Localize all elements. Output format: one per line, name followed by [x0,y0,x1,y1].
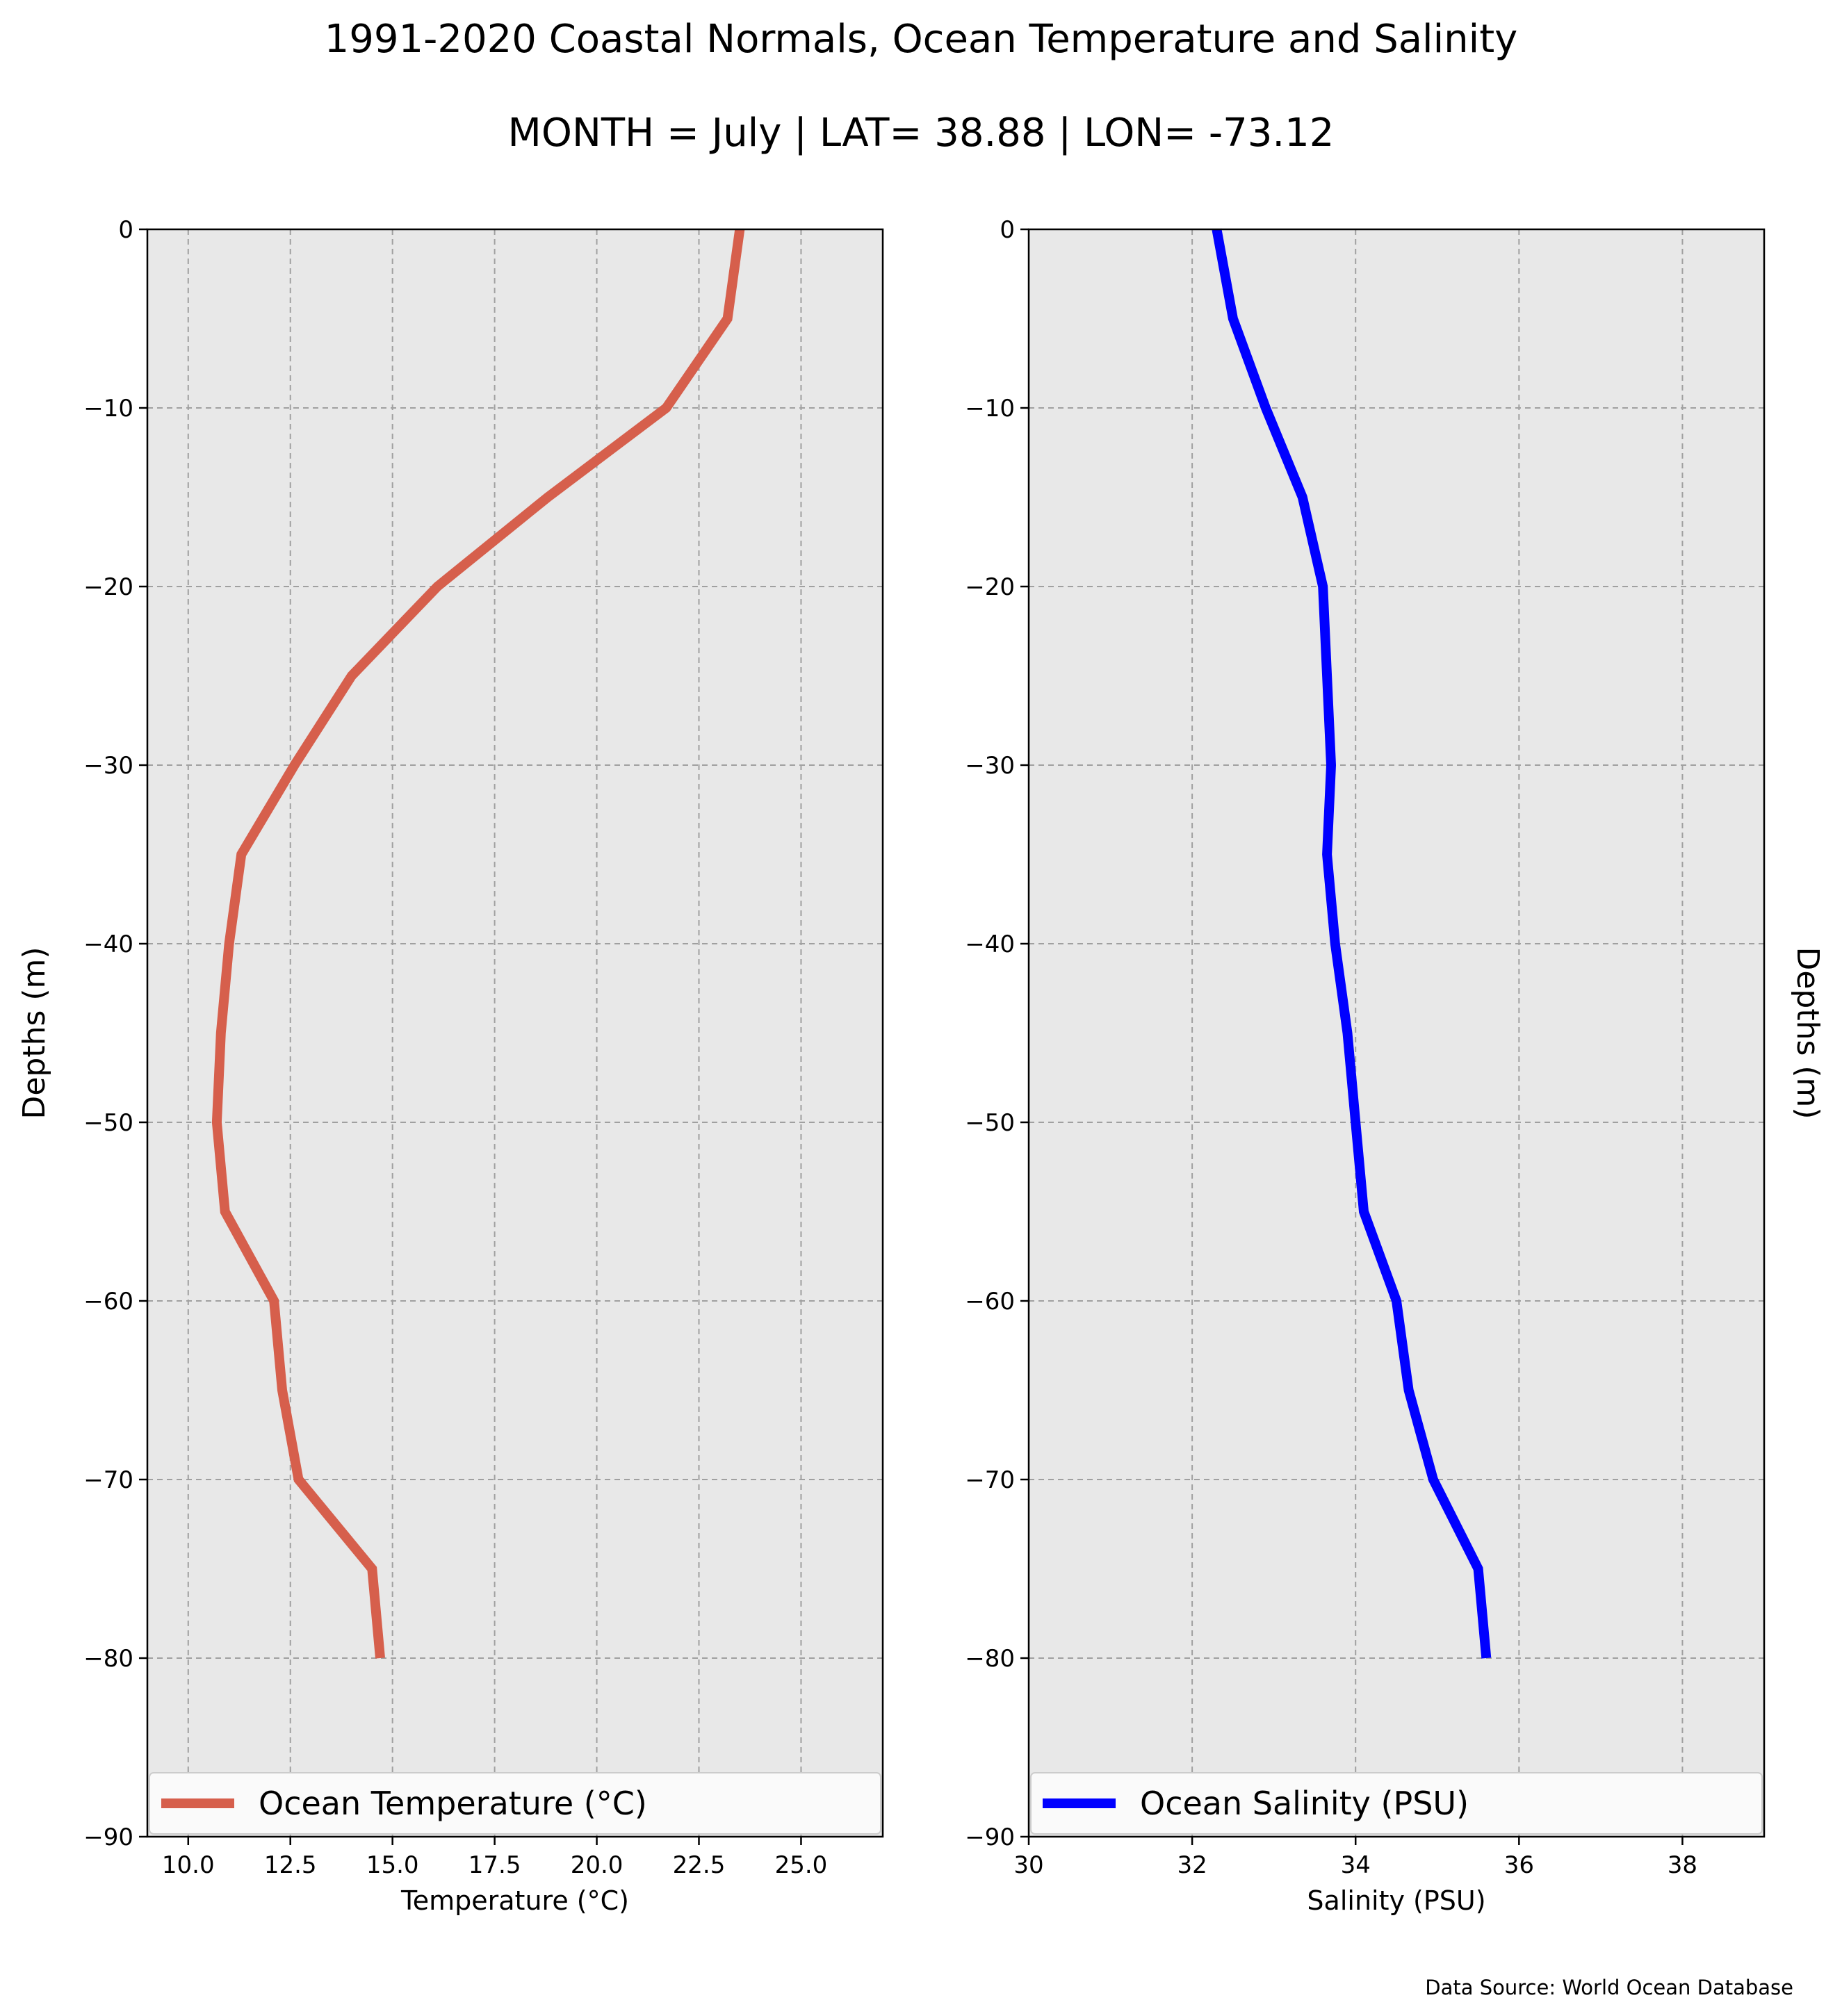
x-tick-label: 20.0 [571,1851,623,1879]
y-tick-label: −30 [965,752,1015,780]
y-tick-label: −60 [965,1288,1015,1316]
salinity-y-ticks: 0 −10 −20 −30 −40 −50 −60 −70 −80 −90 [965,216,1029,1851]
salinity-x-ticks: 30 32 34 36 38 [1013,1837,1697,1879]
x-tick-label: 38 [1668,1851,1697,1879]
salinity-series-group [1212,228,1492,1659]
temperature-legend-box [149,1772,881,1835]
salinity-legend-box [1030,1772,1763,1835]
x-tick-label: 30 [1013,1851,1043,1879]
salinity-axes: 30 32 34 36 38 0−10−20−30−40−50−60−70−80−90 … [965,216,1825,1916]
x-tick-label: 22.5 [673,1851,726,1879]
y-tick-label: −70 [965,1466,1015,1494]
x-tick-label: 32 [1177,1851,1207,1879]
temperature-x-ticks: 10.0 12.5 15.0 17.5 20.0 22.5 25.0 [162,1837,827,1879]
y-tick-label: −10 [83,395,133,423]
data-source-note: Data Source: World Ocean Database [1425,1976,1793,1999]
y-tick-label: −80 [83,1645,133,1673]
x-tick-label: 15.0 [366,1851,419,1879]
figure-subtitle: MONTH = July | LAT= 38.88 | LON= -73.12 [508,110,1335,156]
y-tick-label: −50 [965,1109,1015,1137]
temperature-y-ticks: 0 −10 −20 −30 −40 −50 −60 −70 −80 −90 [83,216,147,1851]
temperature-legend: Ocean Temperature (°C) [149,1772,881,1835]
temperature-axes: 10.0 12.5 15.0 17.5 20.0 22.5 25.0 0 −10 −20 −30 −… [17,216,884,1916]
y-tick-label: −40 [83,931,133,958]
y-tick-label: −20 [83,573,133,601]
y-tick-label: −90 [965,1824,1015,1851]
temperature-series-group [211,229,745,1659]
y-tick-label: −50 [83,1109,133,1137]
x-tick-label: 17.5 [468,1851,521,1879]
y-tick-label: −30 [83,752,133,780]
salinity-legend-label: Ocean Salinity (PSU) [1140,1785,1469,1822]
temperature-gridlines [147,229,883,1837]
y-tick-label: 0 [1000,216,1015,244]
salinity-plot-frame [1027,228,1766,1838]
x-tick-label: 12.5 [264,1851,317,1879]
y-tick-label: −10 [965,395,1015,423]
y-tick-label: 0 [118,216,133,244]
temperature-x-axis-label: Temperature (°C) [400,1885,629,1916]
y-tick-label: −70 [83,1466,133,1494]
x-tick-label: 10.0 [162,1851,215,1879]
salinity-x-axis-label: Salinity (PSU) [1307,1885,1485,1916]
temperature-legend-label: Ocean Temperature (°C) [259,1785,647,1822]
x-tick-label: 34 [1341,1851,1371,1879]
temperature-plot-background [147,229,883,1837]
y-tick-label: −20 [965,573,1015,601]
x-tick-label: 25.0 [775,1851,828,1879]
y-tick-label: −60 [83,1288,133,1316]
salinity-legend: Ocean Salinity (PSU) [1030,1772,1763,1835]
y-tick-label: −80 [965,1645,1015,1673]
x-tick-label: 36 [1504,1851,1534,1879]
y-tick-label: −40 [965,931,1015,958]
figure-title: 1991-2020 Coastal Normals, Ocean Tempera… [325,17,1518,62]
right-y-axis-label: Depths (m) [1790,946,1825,1119]
salinity-plot-background [1029,229,1764,1837]
temperature-plot-frame [146,228,884,1838]
left-y-axis-label: Depths (m) [17,946,52,1119]
y-tick-label: −90 [83,1824,133,1851]
